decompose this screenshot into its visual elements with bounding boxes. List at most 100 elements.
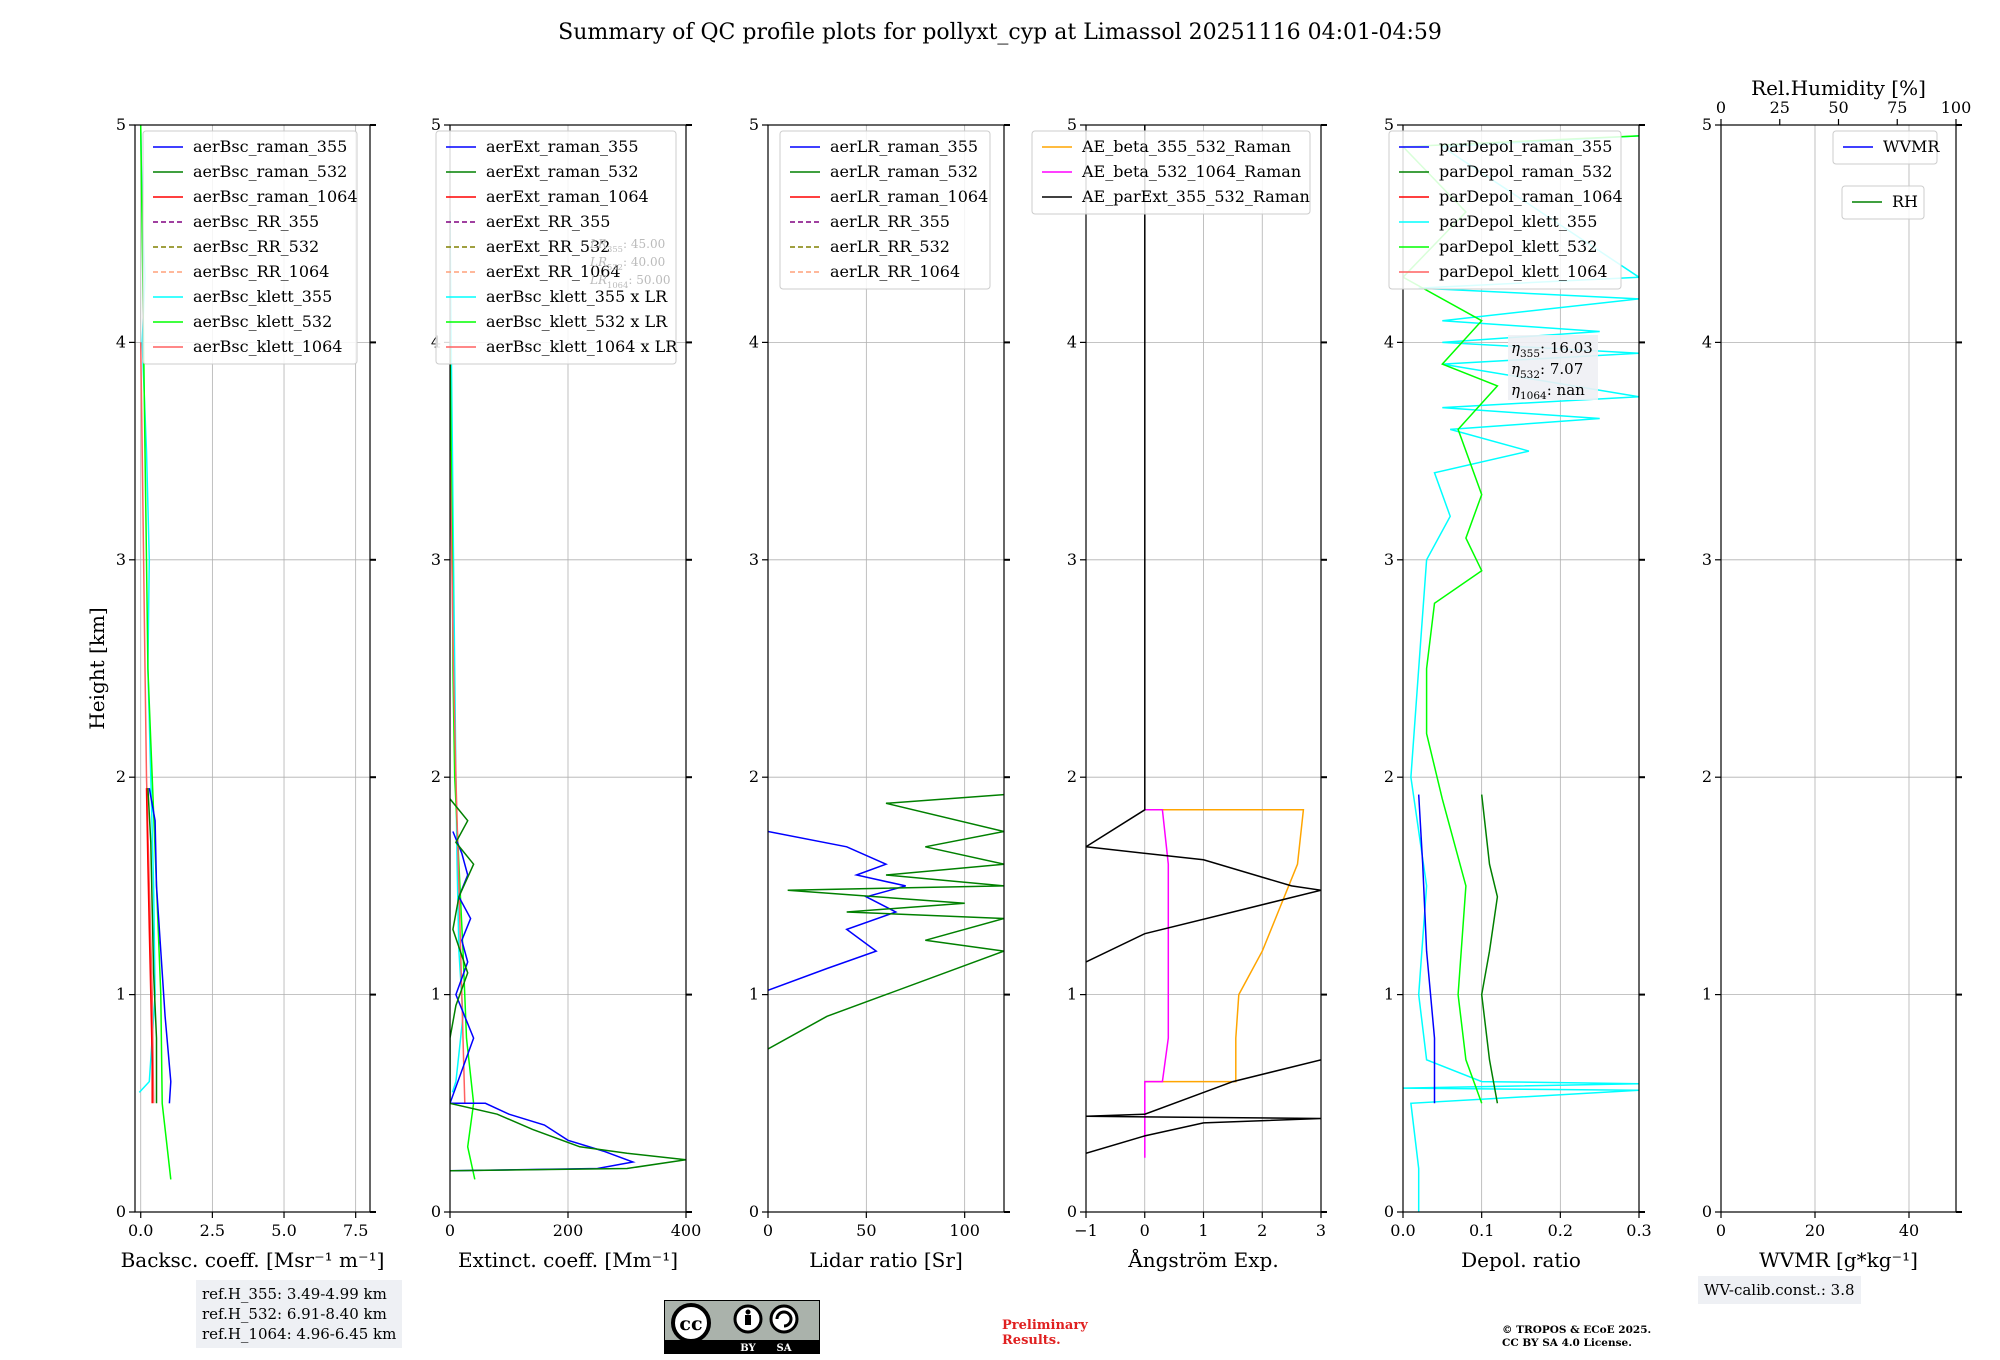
x-tick-label: 7.5: [343, 1221, 368, 1240]
cc-by-label: BY: [740, 1343, 756, 1354]
legend-label: aerLR_RR_532: [830, 237, 950, 256]
series-layer: [1403, 135, 1639, 1212]
series-line-aerBsc_klett_1064: [139, 342, 155, 1104]
y-tick-label: 1: [749, 985, 759, 1004]
eta-annotation: η1064: nan: [1511, 381, 1585, 402]
top-tick-label: 100: [1941, 98, 1972, 117]
wv-calibration-box: WV-calib.const.: 3.8: [1698, 1276, 1861, 1304]
x-axis-label: WVMR [g*kg⁻¹]: [1759, 1248, 1918, 1272]
legend: aerLR_raman_355 aerLR_raman_532 aerLR_rama…: [779, 130, 991, 290]
legend-box: [142, 130, 358, 365]
y-tick-label: 3: [1067, 550, 1077, 569]
legend-label: aerBsc_RR_1064: [193, 262, 329, 281]
legend-box: [779, 130, 991, 290]
x-tick-label: 0: [763, 1221, 773, 1240]
y-tick-label: 0: [1384, 1202, 1394, 1221]
y-tick-label: 0: [1702, 1202, 1712, 1221]
y-tick-label: 5: [431, 115, 441, 134]
y-tick-label: 5: [1067, 115, 1077, 134]
x-tick-label: 1: [1198, 1221, 1208, 1240]
y-tick-label: 2: [431, 767, 441, 786]
series-line-AE_beta_532_1064_Raman: [1144, 809, 1170, 1158]
y-tick-label: 2: [749, 767, 759, 786]
x-tick-label: 0: [445, 1221, 455, 1240]
eta-annotation: η355: 16.03: [1511, 339, 1593, 360]
x-tick-label: 20: [1805, 1221, 1825, 1240]
y-tick-label: 1: [431, 985, 441, 1004]
legend-label: WVMR: [1883, 137, 1940, 156]
series-layer: [450, 211, 686, 1180]
legend-label: aerBsc_klett_1064: [193, 337, 342, 356]
y-tick-label: 1: [1067, 985, 1077, 1004]
preliminary-results-note: Preliminary Results.: [1002, 1318, 1088, 1348]
legend-label: parDepol_klett_1064: [1439, 262, 1608, 281]
wv-calibration-constant: WV-calib.const.: 3.8: [1704, 1281, 1855, 1299]
x-axis-label: Extinct. coeff. [Mm⁻¹]: [458, 1248, 678, 1272]
y-tick-label: 2: [116, 767, 126, 786]
lr-annotation: LR1064: 50.00: [589, 273, 671, 290]
series-line-aerBsc_raman_355: [148, 787, 172, 1104]
y-axis-label: Height [km]: [85, 607, 109, 729]
cc-sa-label: SA: [777, 1343, 792, 1354]
x-tick-label: 200: [553, 1221, 584, 1240]
x-tick-label: 5.0: [271, 1221, 296, 1240]
panel-lr: 0 50 100 0 1 2 3 4 5 Lidar ratio [Sr] aerLR_raman_…: [749, 115, 1010, 1272]
series-line-AE_parExt_355_532_Raman: [1086, 125, 1321, 963]
lr-annotation: LR532: 40.00: [589, 255, 665, 272]
y-tick-label: 2: [1067, 767, 1077, 786]
legend-secondary: RH: [1841, 185, 1925, 220]
x-axis-label: Ångström Exp.: [1127, 1247, 1278, 1272]
top-tick-label: 0: [1716, 98, 1726, 117]
ref-height-355: ref.H_355: 3.49-4.99 km: [202, 1285, 387, 1303]
copyright-note: © TROPOS & ECoE 2025. CC BY SA 4.0 Licen…: [1502, 1324, 1651, 1350]
legend-label: aerLR_raman_532: [830, 162, 978, 181]
figure-title: Summary of QC profile plots for pollyxt_…: [558, 20, 1442, 45]
x-tick-label: 100: [949, 1221, 980, 1240]
lr-annotation: LR355: 45.00: [589, 237, 665, 254]
legend-box: [1841, 185, 1925, 220]
legend-label: parDepol_klett_355: [1439, 212, 1597, 231]
panel-bsc: 0.0 2.5 5.0 7.5 0 1 2 3 4 5 Backsc. coeff. [Msr⁻¹ …: [85, 115, 384, 1272]
legend-box: [1031, 130, 1311, 215]
legend-label: AE_parExt_355_532_Raman: [1081, 187, 1310, 206]
legend: AE_beta_355_532_Raman AE_beta_532_1064_Ra…: [1031, 130, 1311, 215]
y-tick-label: 0: [749, 1202, 759, 1221]
series-line-parDepol_raman_532: [1480, 794, 1499, 1104]
y-tick-label: 5: [116, 115, 126, 134]
x-tick-label: 0.3: [1626, 1221, 1651, 1240]
y-tick-label: 1: [1384, 985, 1394, 1004]
legend-label: aerBsc_klett_1064 x LR: [486, 337, 678, 356]
x-axis-label: Depol. ratio: [1461, 1248, 1581, 1272]
panel-depol: 0.0 0.1 0.2 0.3 0 1 2 3 4 5 Depol. ratio parDepol_r…: [1384, 115, 1652, 1272]
cc-by-sa-license-icon[interactable]: cc BY SA: [664, 1300, 820, 1354]
legend-label: aerBsc_RR_355: [193, 212, 319, 231]
legend-label: aerLR_raman_355: [830, 137, 978, 156]
panel-ext: 0200400012345Extinct. coeff. [Mm⁻¹]aerEx…: [431, 115, 701, 1272]
series-line-AE_beta_355_532_Raman: [1144, 809, 1305, 1083]
panel-wv: 0 20 40 0 1 2 3 4 5 WVMR [g*kg⁻¹] 0 25 50 75 100 Rel.Hu…: [1702, 76, 1971, 1272]
series-line-AE_parExt_355_532_Raman_low: [1086, 1059, 1321, 1155]
legend-box: [1832, 130, 1938, 165]
cc-logo-text: cc: [679, 1313, 702, 1335]
x-tick-label: −1: [1074, 1221, 1098, 1240]
axes-frame: [1402, 124, 1640, 1213]
legend-label: aerBsc_raman_1064: [193, 187, 358, 206]
x-tick-label: 50: [856, 1221, 876, 1240]
y-tick-label: 4: [1067, 332, 1077, 351]
x-tick-label: 400: [671, 1221, 702, 1240]
x-tick-label: 0: [1140, 1221, 1150, 1240]
ref-height-1064: ref.H_1064: 4.96-6.45 km: [202, 1325, 397, 1343]
axes-frame: [1720, 124, 1957, 1213]
y-tick-label: 1: [1702, 985, 1712, 1004]
x-tick-label: 0.2: [1548, 1221, 1573, 1240]
x-tick-label: 0.0: [128, 1221, 153, 1240]
series-line-aerBsc_raman_532: [147, 788, 158, 1104]
x-axis-label: Lidar ratio [Sr]: [809, 1248, 963, 1272]
top-axis-label: Rel.Humidity [%]: [1751, 76, 1926, 100]
legend-label: aerLR_RR_1064: [830, 262, 960, 281]
legend-label: aerExt_RR_532: [486, 237, 610, 256]
series-line-aerLR_raman_355: [768, 830, 906, 992]
legend-label: aerExt_raman_532: [486, 162, 639, 181]
legend: aerExt_raman_355 aerExt_raman_532 aerExt_r…: [435, 130, 678, 365]
legend-label: AE_beta_532_1064_Raman: [1081, 162, 1301, 181]
